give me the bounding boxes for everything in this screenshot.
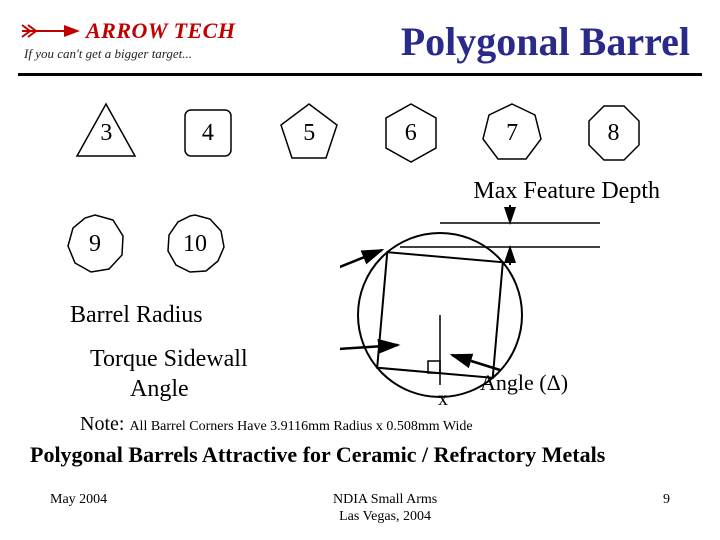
logo-block: ARROW TECH If you can't get a bigger tar…	[20, 18, 235, 62]
polygon-label: 7	[506, 120, 518, 147]
polygon-label: 6	[405, 120, 417, 147]
polygon-4: 4	[173, 98, 243, 168]
max-feature-depth-label: Max Feature Depth	[0, 178, 720, 205]
polygon-label: 5	[303, 120, 315, 147]
footer-venue-l2: Las Vegas, 2004	[339, 509, 431, 524]
polygon-label: 3	[100, 120, 112, 147]
note-prefix: Note:	[80, 413, 129, 435]
barrel-radius-label: Barrel Radius	[70, 300, 248, 330]
polygon-10: 10	[160, 209, 230, 279]
footer: May 2004 NDIA Small Arms Las Vegas, 2004…	[0, 492, 720, 526]
arrow-icon	[20, 22, 80, 40]
logo-tagline: If you can't get a bigger target...	[24, 46, 235, 62]
footer-venue: NDIA Small Arms Las Vegas, 2004	[107, 492, 663, 526]
polygon-label: 8	[608, 120, 620, 147]
polygon-7: 7	[477, 98, 547, 168]
polygon-9: 9	[60, 209, 130, 279]
polygon-3: 3	[71, 98, 141, 168]
polygon-label: 9	[89, 231, 101, 258]
torque-sidewall-label: Torque Sidewall	[90, 344, 248, 374]
header-divider	[18, 73, 702, 76]
angle-delta-label: Angle (Δ)	[480, 370, 568, 396]
footer-venue-l1: NDIA Small Arms	[333, 492, 437, 507]
bottom-statement: Polygonal Barrels Attractive for Ceramic…	[0, 442, 720, 468]
polygon-5: 5	[274, 98, 344, 168]
polygon-row-1: 3 4 5 6 7 8	[0, 98, 720, 168]
footer-date: May 2004	[50, 492, 107, 508]
logo-text: ARROW TECH	[86, 18, 235, 44]
polygon-label: 10	[183, 231, 207, 258]
polygon-6: 6	[376, 98, 446, 168]
polygon-8: 8	[579, 98, 649, 168]
diagram-labels: Barrel Radius Torque Sidewall Angle	[70, 300, 248, 404]
angle-label: Angle	[130, 374, 248, 404]
note-body: All Barrel Corners Have 3.9116mm Radius …	[129, 419, 472, 434]
page-title: Polygonal Barrel	[401, 18, 700, 65]
footer-page-number: 9	[663, 492, 670, 508]
x-label: x	[438, 388, 448, 411]
note-line: Note: All Barrel Corners Have 3.9116mm R…	[0, 413, 720, 436]
polygon-label: 4	[202, 120, 214, 147]
